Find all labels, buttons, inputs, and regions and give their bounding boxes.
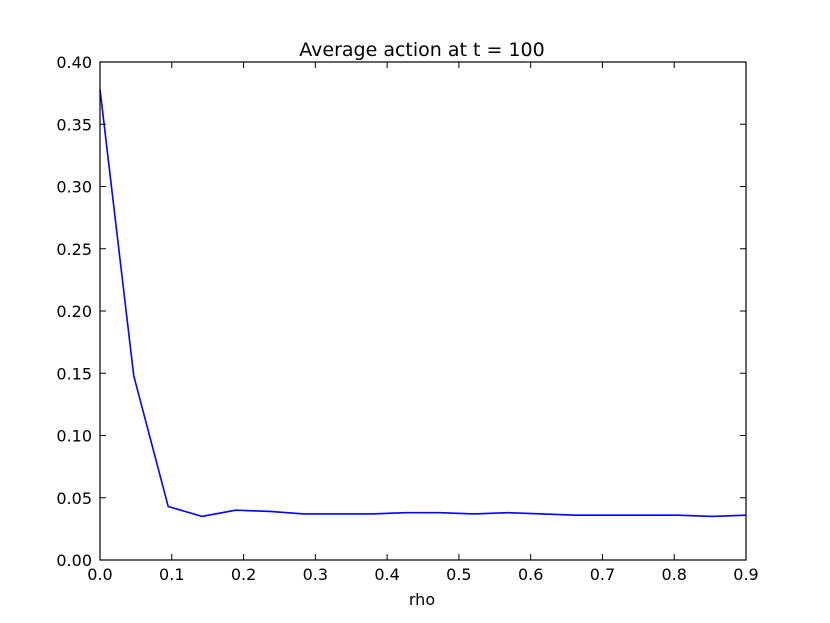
series-line	[99, 89, 747, 518]
x-tick-label: 0.6	[518, 565, 543, 584]
x-tick-label: 0.2	[231, 565, 256, 584]
x-tick-label: 0.9	[733, 565, 758, 584]
y-tick-label: 0.20	[56, 302, 92, 321]
y-tick-label: 0.15	[56, 364, 92, 383]
y-tick-label: 0.30	[56, 178, 92, 197]
x-tick-label: 0.1	[159, 565, 184, 584]
ticks-layer: 0.0 0.1 0.2 0.3 0.4 0.5 0.6 0.7 0.8 0.9 0.00 0.05 0.…	[56, 53, 758, 584]
y-tick-label: 0.10	[56, 427, 92, 446]
y-tick-label: 0.25	[56, 240, 92, 259]
x-tick-label: 0.5	[446, 565, 471, 584]
series-layer	[99, 89, 747, 518]
chart-title: Average action at t = 100	[299, 39, 544, 61]
x-tick-label: 0.4	[374, 565, 399, 584]
x-axis-label: rho	[409, 590, 435, 609]
y-tick-label: 0.00	[56, 551, 92, 570]
x-tick-label: 0.3	[303, 565, 328, 584]
x-tick-label: 0.0	[87, 565, 112, 584]
y-tick-label: 0.05	[56, 489, 92, 508]
plot-frame	[99, 61, 747, 561]
y-tick-label: 0.35	[56, 115, 92, 134]
x-tick-label: 0.7	[590, 565, 615, 584]
x-tick-label: 0.8	[661, 565, 686, 584]
y-tick-label: 0.40	[56, 53, 92, 72]
